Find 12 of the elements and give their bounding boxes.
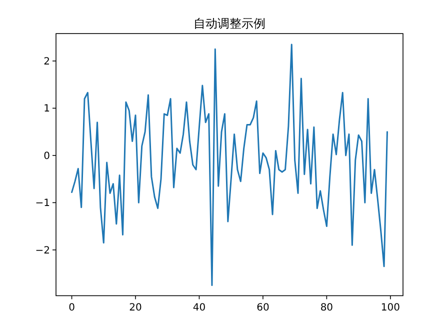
chart-title: 自动调整示例: [194, 16, 266, 31]
x-tick-label: 0: [68, 302, 75, 314]
y-tick-label: −2: [35, 245, 50, 256]
x-tick-label: 80: [320, 302, 334, 314]
y-tick-label: 2: [44, 56, 50, 68]
x-tick-label: 100: [380, 302, 400, 314]
y-tick-label: 0: [44, 150, 50, 162]
x-tick-label: 60: [256, 302, 270, 314]
y-tick-label: −1: [35, 198, 50, 210]
x-tick-label: 40: [192, 302, 206, 314]
y-tick-label: 1: [44, 104, 50, 115]
x-tick-label: 20: [129, 302, 142, 314]
